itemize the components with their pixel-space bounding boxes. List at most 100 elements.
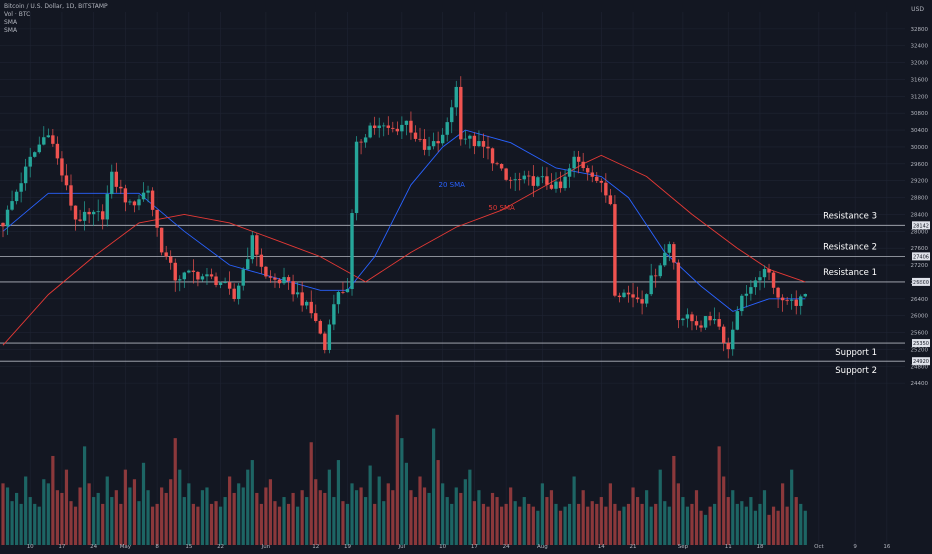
candle-body xyxy=(227,282,232,289)
volume-bar xyxy=(613,503,617,545)
volume-bar xyxy=(767,514,771,545)
volume-bar xyxy=(758,503,762,545)
volume-bar xyxy=(717,446,721,545)
candle-body xyxy=(128,201,132,203)
volume-bar xyxy=(182,497,186,545)
candle-body xyxy=(518,179,522,181)
volume-bar xyxy=(218,506,223,545)
x-tick-label: 22 xyxy=(217,544,224,550)
candle-body xyxy=(200,276,205,280)
volume-bar xyxy=(499,506,504,545)
volume-bar xyxy=(332,497,336,545)
volume-bar xyxy=(101,503,105,545)
candle-body xyxy=(477,141,481,147)
level-price-tag xyxy=(912,221,930,230)
volume-bar xyxy=(51,455,55,545)
candle-body xyxy=(486,146,490,149)
volume-bar xyxy=(273,501,277,545)
candle-body xyxy=(654,275,658,277)
volume-bar xyxy=(676,483,680,545)
candle-body xyxy=(404,120,409,125)
candle-body xyxy=(672,244,676,263)
volume-bar xyxy=(749,497,753,545)
y-tick-label: 24400 xyxy=(911,381,929,387)
volume-bar xyxy=(128,487,132,545)
volume-bar xyxy=(631,487,635,545)
volume-bar xyxy=(694,490,699,545)
x-tick-label: 8 xyxy=(155,544,159,550)
y-tick-label: 28800 xyxy=(911,196,929,202)
x-tick-label: May xyxy=(120,544,132,550)
volume-bar xyxy=(214,501,218,545)
candle-body xyxy=(382,125,386,127)
x-tick-label: 18 xyxy=(756,544,763,550)
candle-body xyxy=(717,319,721,327)
candle-body xyxy=(699,325,703,328)
candle-body xyxy=(631,294,635,298)
candle-body xyxy=(789,299,794,301)
volume-bar xyxy=(622,506,626,545)
candle-body xyxy=(721,326,726,343)
price-axis[interactable]: 24400 24800 25200 25600 26000 26400 26800 27200… xyxy=(911,27,929,387)
volume-bar xyxy=(268,479,273,545)
candle-body xyxy=(377,125,381,129)
candle-body xyxy=(69,185,73,206)
candle-body xyxy=(309,301,313,314)
candle-body xyxy=(19,183,23,192)
x-tick-label: Jun xyxy=(261,544,271,550)
time-axis[interactable]: 10 17 24 May 8 15 22 Jun 12 19 Jul 10 17 24 Aug 14 21 Sep… xyxy=(27,544,891,550)
candle-body xyxy=(771,272,776,288)
candle-body xyxy=(649,275,653,295)
volume-bar xyxy=(740,501,744,545)
volume-bar xyxy=(558,510,563,545)
candle-body xyxy=(522,175,526,180)
volume-bar xyxy=(518,506,522,545)
candle-body xyxy=(799,296,803,306)
candle-body xyxy=(196,271,200,280)
level-label: Support 1 xyxy=(835,348,877,358)
candle-body xyxy=(558,181,563,189)
candle-body xyxy=(626,292,631,295)
candle-body xyxy=(667,244,672,253)
candle-body xyxy=(749,287,753,294)
candle-body xyxy=(445,122,449,135)
candle-body xyxy=(590,172,594,177)
volume-bar xyxy=(305,497,309,545)
volume-bar xyxy=(336,460,341,545)
volume-bar xyxy=(581,490,585,545)
volume-bar xyxy=(545,497,549,545)
volume-bar xyxy=(246,469,250,545)
volume-bar xyxy=(341,501,345,545)
candle-body xyxy=(345,289,350,293)
candle-body xyxy=(28,156,32,167)
candle-body xyxy=(595,176,599,181)
y-tick-label: 24800 xyxy=(911,364,929,370)
candle-layer xyxy=(1,76,807,359)
volume-bar xyxy=(19,503,23,545)
volume-bar xyxy=(667,506,671,545)
volume-bar xyxy=(60,492,64,545)
volume-bar xyxy=(323,492,327,545)
volume-bar xyxy=(658,469,662,545)
grid-layer xyxy=(0,12,905,545)
candle-body xyxy=(613,204,617,296)
candle-body xyxy=(150,190,155,210)
y-tick-label: 28000 xyxy=(911,229,929,235)
candle-body xyxy=(622,292,626,298)
level-price-tag-label: 28142 xyxy=(913,223,929,229)
level-label: Resistance 1 xyxy=(823,268,877,278)
volume-bar xyxy=(418,476,422,545)
candle-body xyxy=(264,266,268,277)
chart-legend: Bitcoin / U.S. Dollar, 1D, BITSTAMP Vol … xyxy=(4,3,108,35)
volume-bar xyxy=(490,492,495,545)
volume-bar xyxy=(391,490,395,545)
candle-body xyxy=(731,329,735,350)
volume-bar xyxy=(277,506,282,545)
volume-bar xyxy=(595,503,599,545)
candle-body xyxy=(681,318,685,321)
candle-body xyxy=(295,292,300,295)
candle-body xyxy=(436,141,440,144)
candle-body xyxy=(214,276,218,286)
